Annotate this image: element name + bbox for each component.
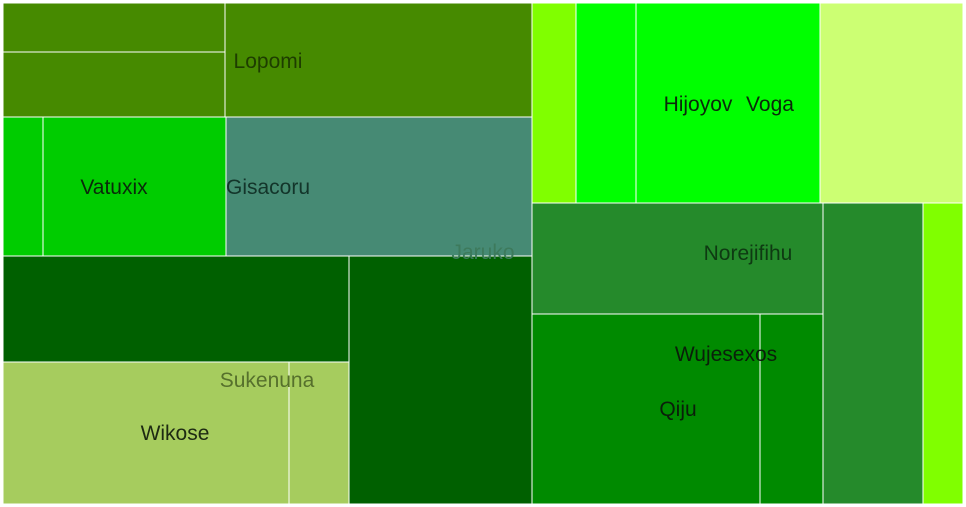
label-lopomi: Lopomi — [234, 50, 303, 73]
cell-voga-pale[interactable] — [820, 3, 963, 203]
label-qiju: Qiju — [659, 398, 696, 421]
label-hijoyov: Hijoyov — [664, 93, 733, 116]
label-vatuxix: Vatuxix — [80, 176, 148, 199]
cell-lopomi-2[interactable] — [3, 52, 225, 117]
label-norejifihu: Norejifihu — [704, 242, 793, 265]
cell-voga-lime-2[interactable] — [923, 203, 963, 504]
label-voga: Voga — [746, 93, 794, 116]
label-wikose: Wikose — [141, 422, 210, 445]
cell-voga-lime-1[interactable] — [532, 3, 576, 203]
cell-jaruko-1[interactable] — [3, 256, 349, 362]
cell-norejifihu-2[interactable] — [823, 203, 923, 504]
cell-lopomi-1[interactable] — [3, 3, 225, 52]
cell-hijoyov-1[interactable] — [576, 3, 636, 203]
label-wujesexos: Wujesexos — [675, 343, 777, 366]
cell-jaruko-2[interactable] — [349, 256, 532, 504]
label-gisacoru: Gisacoru — [226, 176, 310, 199]
cell-vatuxix-1[interactable] — [3, 117, 43, 256]
label-sukenuna: Sukenuna — [220, 369, 315, 392]
label-jaruko: Jaruko — [451, 241, 514, 264]
